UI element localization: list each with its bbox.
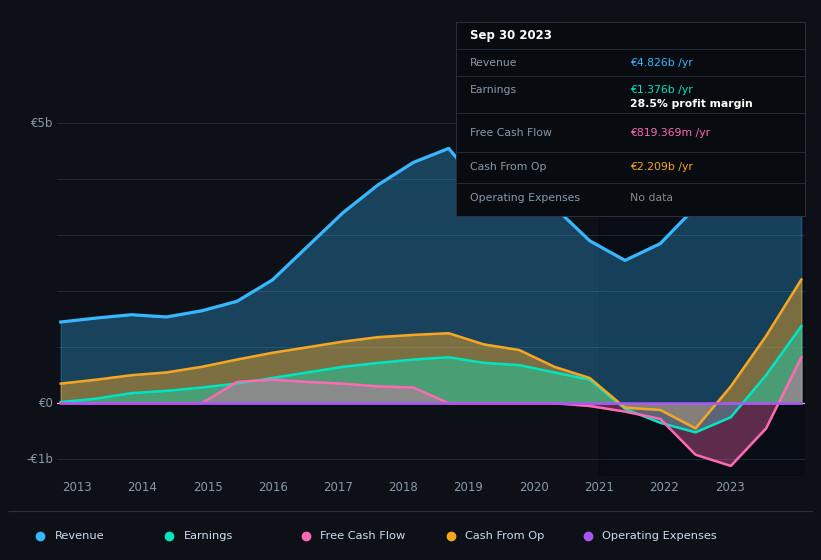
Text: Cash From Op: Cash From Op [470,162,546,172]
Text: Free Cash Flow: Free Cash Flow [470,128,552,138]
Text: Cash From Op: Cash From Op [466,531,544,541]
Text: €5b: €5b [31,116,53,130]
Text: Operating Expenses: Operating Expenses [470,193,580,203]
Text: Earnings: Earnings [184,531,233,541]
Text: €1.376b /yr: €1.376b /yr [631,85,693,95]
Text: Revenue: Revenue [470,58,517,68]
Text: -€1b: -€1b [27,452,53,466]
Bar [599,95,814,476]
Text: €2.209b /yr: €2.209b /yr [631,162,693,172]
Text: Earnings: Earnings [470,85,516,95]
Text: €0: €0 [39,396,53,410]
Text: Free Cash Flow: Free Cash Flow [320,531,406,541]
Text: €819.369m /yr: €819.369m /yr [631,128,710,138]
Text: No data: No data [631,193,673,203]
Text: Sep 30 2023: Sep 30 2023 [470,30,552,43]
Text: 28.5% profit margin: 28.5% profit margin [631,99,753,109]
Text: Operating Expenses: Operating Expenses [602,531,717,541]
Text: €4.826b /yr: €4.826b /yr [631,58,693,68]
Text: Revenue: Revenue [55,531,104,541]
